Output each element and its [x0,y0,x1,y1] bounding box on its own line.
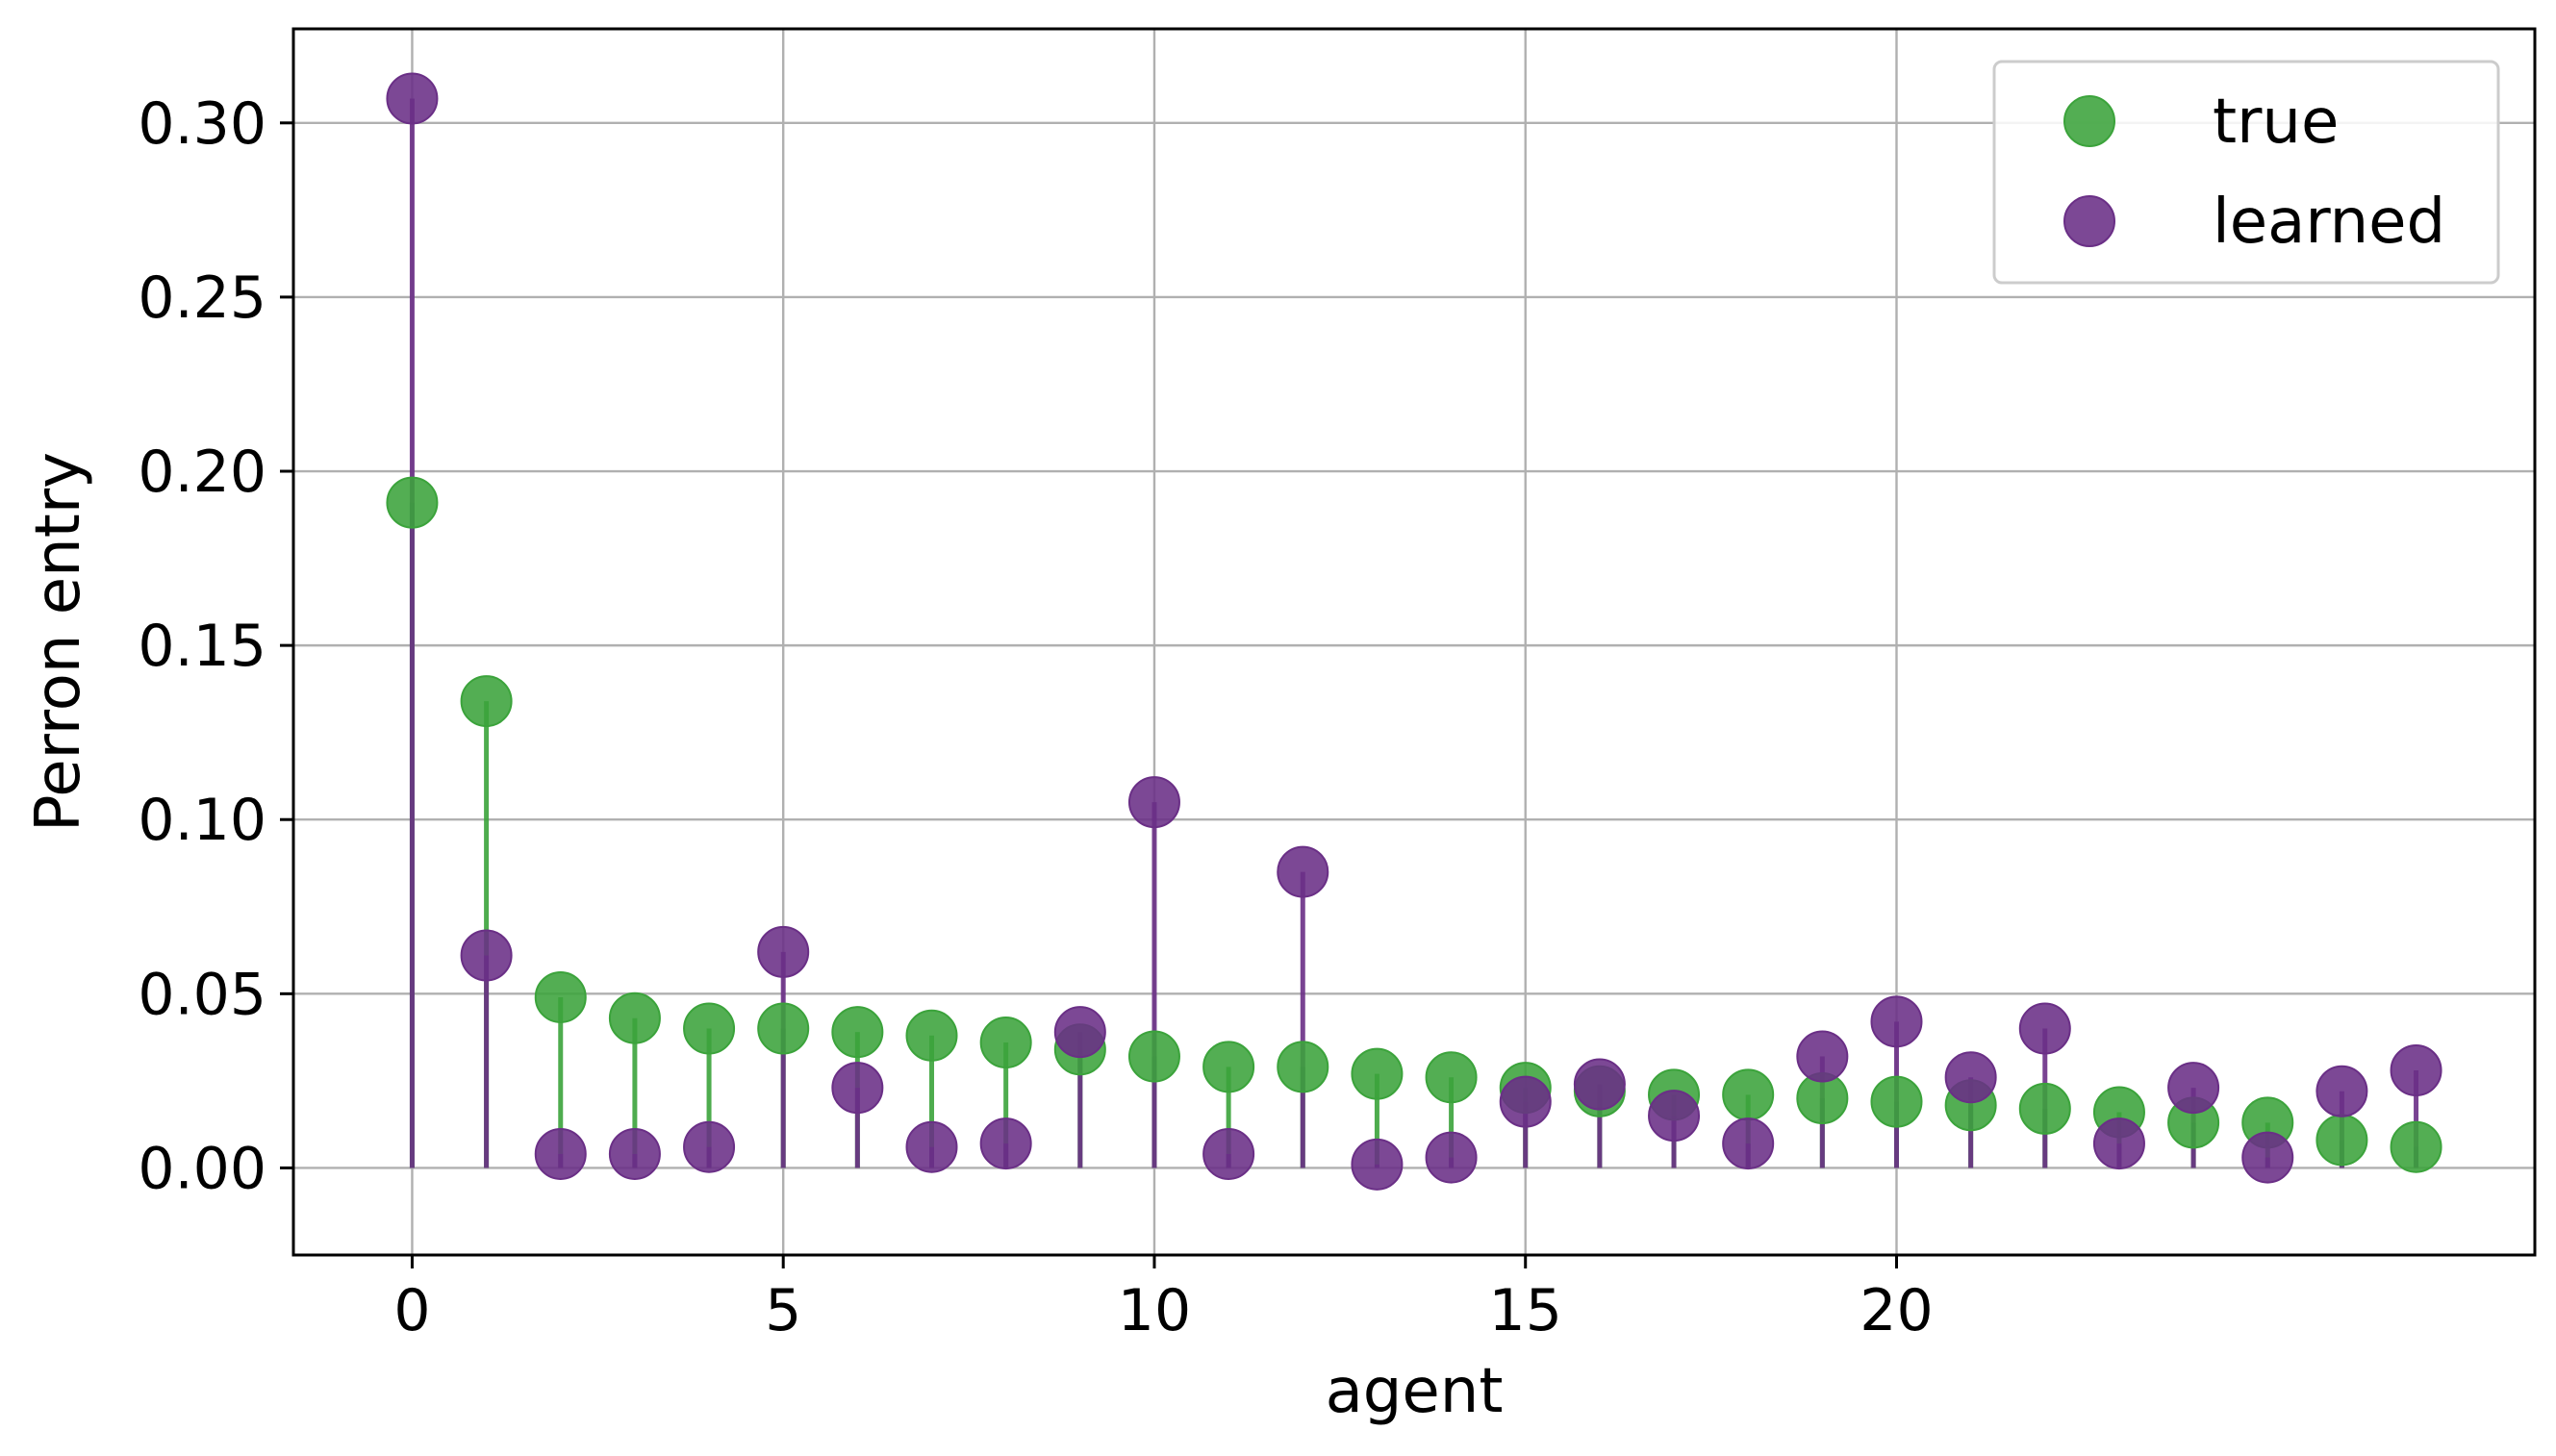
point-learned [1722,1117,1775,1170]
x-tick-label: 10 [1118,1277,1191,1344]
point-true [2390,1120,2442,1173]
y-tick-label: 0.10 [138,787,266,854]
point-learned [2241,1131,2294,1184]
point-learned [1202,1127,1255,1180]
point-learned [979,1117,1032,1170]
point-learned [608,1127,661,1180]
point-true [1202,1041,1255,1093]
point-true [2316,1114,2368,1167]
point-learned [2316,1065,2368,1117]
point-learned [1648,1090,1701,1142]
point-true [1870,1075,1923,1128]
y-axis-label: Perron entry [23,452,94,832]
point-learned [2018,1002,2071,1055]
point-learned [757,925,810,978]
ticks: 0 5 10 15 20 0.00 0.05 0.10 0.15 0.20 0.25 0.30 [138,90,1933,1344]
point-learned [1870,995,1923,1048]
point-learned [1053,1006,1106,1059]
point-learned [1127,776,1180,829]
y-tick-label: 0.15 [138,613,266,680]
point-learned [905,1120,958,1173]
point-learned [1796,1030,1849,1083]
point-learned [1351,1138,1404,1191]
y-tick-label: 0.25 [138,264,266,332]
legend: true learned [1992,60,2500,285]
point-learned [460,929,513,982]
point-learned [1425,1131,1478,1184]
x-tick-label: 15 [1489,1277,1562,1344]
point-true [1277,1041,1329,1093]
legend-label-true: true [2213,87,2339,158]
y-tick-label: 0.30 [138,90,266,158]
x-axis-label: agent [1326,1356,1504,1427]
point-true [905,1009,958,1062]
point-true [2018,1082,2071,1135]
point-learned [1573,1058,1626,1111]
point-learned [1499,1075,1552,1128]
point-true [386,476,439,529]
point-learned [1277,845,1329,898]
point-learned [534,1127,587,1180]
point-true [979,1017,1032,1069]
point-true [1351,1047,1404,1100]
point-true [757,1002,810,1055]
point-learned [683,1120,736,1173]
point-learned [2092,1117,2145,1170]
point-true [1425,1051,1478,1104]
x-tick-label: 0 [393,1277,430,1344]
legend-marker-true [2063,95,2115,147]
point-true [683,1002,736,1055]
point-learned [386,72,439,125]
point-true [460,675,513,728]
point-true [831,1006,884,1059]
point-learned [1944,1051,1997,1104]
point-true [1127,1030,1180,1083]
plot-frame [291,27,2537,1257]
markers [386,72,2442,1191]
grid [293,29,2535,1255]
x-tick-label: 20 [1860,1277,1933,1344]
point-learned [2390,1044,2442,1097]
point-learned [2167,1062,2220,1115]
y-tick-label: 0.00 [138,1135,266,1202]
legend-label-learned: learned [2213,187,2445,258]
point-true [1722,1068,1775,1121]
x-tick-label: 5 [765,1277,801,1344]
point-learned [831,1062,884,1115]
point-true [608,992,661,1044]
legend-marker-learned [2063,195,2115,247]
legend-box [1992,60,2500,285]
point-true [534,970,587,1023]
y-tick-label: 0.20 [138,439,266,506]
y-tick-label: 0.05 [138,961,266,1028]
